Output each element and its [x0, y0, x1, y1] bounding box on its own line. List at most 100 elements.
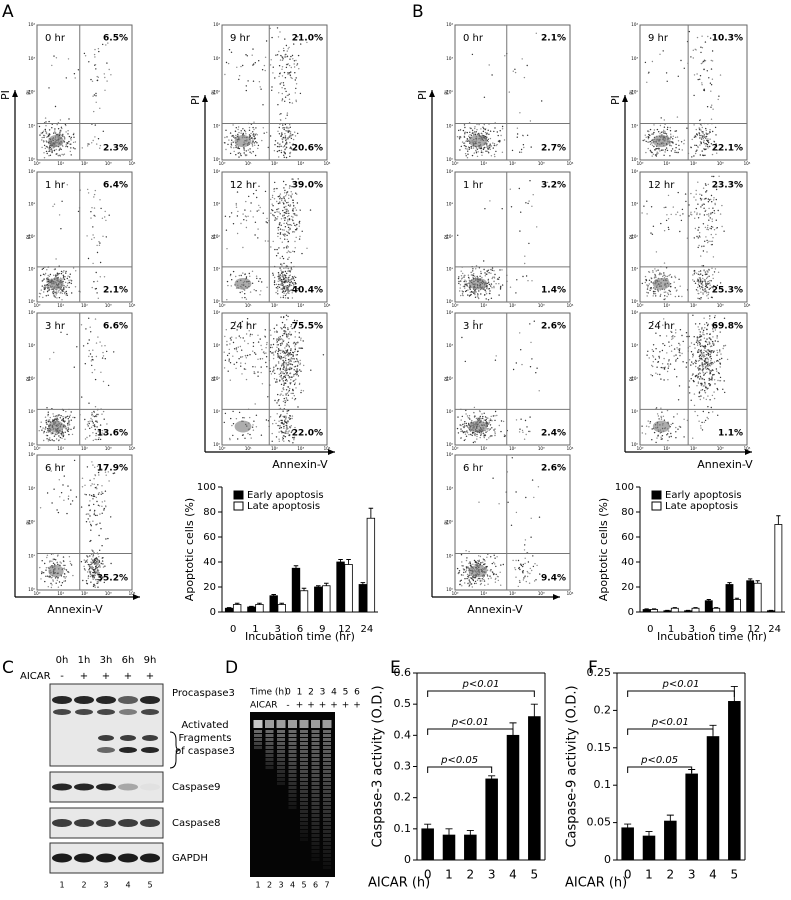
event-dot [64, 568, 66, 571]
event-dot [464, 147, 467, 150]
time-label: 0 hr [45, 33, 66, 44]
event-dot [80, 561, 83, 563]
event-dot [693, 155, 695, 157]
x-tick-label: 10⁴ [744, 161, 751, 166]
event-dot [529, 120, 532, 122]
event-dot [258, 204, 260, 207]
event-dot [282, 400, 285, 403]
event-dot [288, 187, 291, 189]
event-dot [678, 144, 680, 147]
event-dot [457, 416, 459, 418]
event-dot [287, 73, 289, 75]
event-dot [482, 435, 485, 437]
x-tick-label: 10¹ [480, 303, 487, 308]
x-tick-label: 10⁴ [129, 446, 136, 451]
event-dot [701, 274, 704, 277]
event-dot [88, 339, 90, 341]
event-dot [707, 35, 709, 38]
event-dot [515, 511, 518, 514]
event-dot [696, 36, 699, 39]
event-dot [651, 138, 654, 141]
event-dot [279, 213, 281, 215]
event-dot [675, 151, 677, 154]
event-dot [251, 138, 254, 140]
event-dot [481, 413, 483, 415]
event-dot [530, 536, 532, 538]
event-dot [55, 276, 57, 278]
event-dot [282, 137, 285, 139]
event-dot [514, 567, 516, 569]
event-dot [98, 244, 101, 246]
event-dot [96, 251, 99, 254]
arrow-head [133, 594, 140, 600]
event-dot [273, 283, 276, 286]
event-dot [652, 225, 655, 227]
event-dot [704, 281, 707, 283]
event-dot [492, 142, 494, 144]
event-dot [264, 56, 267, 58]
event-dot [87, 577, 90, 579]
event-dot [44, 580, 46, 583]
event-dot [260, 366, 262, 368]
event-dot [704, 60, 707, 62]
event-dot [284, 56, 286, 58]
event-dot [664, 295, 666, 297]
event-dot [271, 352, 273, 354]
event-dot [72, 267, 75, 269]
event-dot [64, 281, 67, 284]
event-dot [56, 297, 58, 299]
event-dot [277, 400, 279, 402]
event-dot [97, 297, 100, 299]
event-dot [470, 583, 473, 585]
event-dot [710, 84, 713, 86]
event-dot [61, 288, 63, 291]
event-dot [492, 147, 494, 149]
event-dot [295, 209, 298, 211]
event-dot [243, 368, 246, 370]
x-tick-label: 10⁰ [34, 591, 41, 596]
event-dot [280, 371, 283, 373]
event-dot [290, 425, 292, 427]
event-dot [278, 133, 281, 135]
event-dot [86, 436, 88, 439]
event-dot [287, 427, 289, 430]
event-dot [68, 556, 71, 558]
event-dot [228, 358, 230, 360]
event-dot [235, 418, 238, 420]
axis-label: PI [630, 90, 636, 95]
event-dot [295, 370, 297, 372]
event-dot [249, 275, 251, 277]
event-dot [43, 432, 45, 434]
event-dot [296, 354, 298, 356]
event-dot [290, 348, 292, 350]
event-dot [279, 380, 281, 382]
quadrant-percent: 1.4% [541, 286, 566, 296]
event-dot [59, 132, 61, 135]
event-dot [281, 87, 283, 89]
event-dot [290, 382, 292, 384]
event-dot [697, 217, 700, 219]
event-dot [45, 284, 47, 286]
event-dot [474, 290, 476, 293]
event-dot [239, 153, 242, 155]
event-dot [707, 297, 709, 299]
dense-core [48, 565, 64, 578]
event-dot [47, 411, 49, 413]
flow-plot [36, 312, 133, 446]
event-dot [462, 426, 465, 428]
event-dot [524, 557, 526, 559]
event-dot [225, 61, 228, 64]
event-dot [701, 150, 703, 152]
event-dot [708, 215, 710, 217]
event-dot [259, 86, 261, 88]
event-dot [102, 576, 104, 578]
event-dot [282, 275, 285, 277]
event-dot [91, 207, 93, 209]
event-dot [105, 505, 107, 507]
event-dot [666, 149, 669, 152]
event-dot [693, 196, 695, 198]
event-dot [666, 295, 668, 298]
event-dot [287, 409, 290, 412]
event-dot [50, 433, 52, 435]
event-dot [281, 342, 283, 344]
